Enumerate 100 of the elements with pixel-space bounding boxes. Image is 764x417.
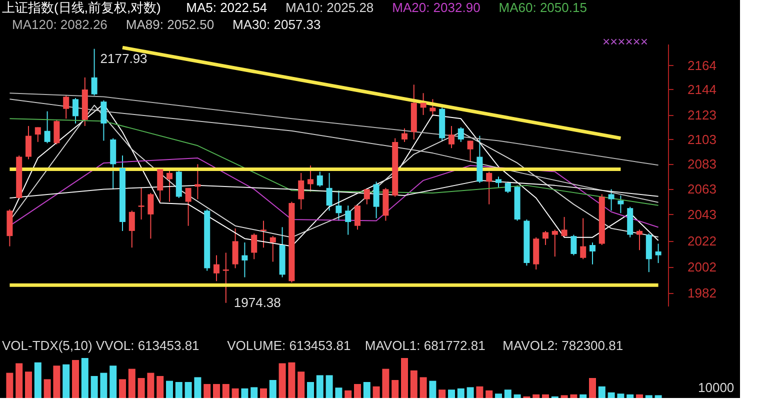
bar bbox=[542, 394, 549, 398]
bar bbox=[34, 362, 42, 398]
candlestick bbox=[486, 171, 492, 205]
candlestick bbox=[242, 242, 248, 278]
text: MAVOL2: 782300.81 bbox=[502, 338, 624, 353]
candlestick bbox=[552, 229, 558, 258]
bar bbox=[184, 382, 192, 398]
bar bbox=[16, 363, 23, 398]
bar bbox=[457, 388, 464, 398]
bar bbox=[147, 372, 154, 398]
candlestick bbox=[618, 194, 624, 214]
annotation: ×××××× bbox=[602, 34, 648, 49]
text: VOL-TDX(5,10) VVOL: 613453.81 bbox=[2, 338, 200, 353]
y-tick-label: 2144 bbox=[688, 82, 716, 97]
bar bbox=[250, 387, 258, 398]
bar bbox=[222, 384, 230, 398]
candlestick bbox=[44, 110, 50, 144]
bar bbox=[204, 384, 211, 398]
bar bbox=[645, 395, 652, 398]
bar bbox=[156, 376, 164, 398]
text: MA5: 2022.54 bbox=[186, 0, 268, 15]
bar bbox=[53, 366, 60, 398]
text: MA20: 2032.90 bbox=[392, 0, 480, 15]
bar bbox=[392, 380, 399, 398]
candlestick bbox=[570, 234, 577, 256]
bar bbox=[626, 394, 634, 398]
bar bbox=[241, 388, 248, 398]
candlestick bbox=[364, 188, 370, 205]
bar bbox=[278, 363, 286, 398]
bar bbox=[138, 378, 145, 398]
bar bbox=[25, 372, 32, 398]
bar bbox=[448, 390, 455, 398]
candlestick bbox=[157, 167, 164, 202]
y-tick-label: 2123 bbox=[688, 107, 716, 122]
chart-title: 上证指数(日线,前复权,对数) bbox=[2, 0, 161, 15]
candlestick bbox=[308, 164, 314, 192]
y-tick-label: 2043 bbox=[688, 206, 716, 222]
bar bbox=[110, 366, 117, 398]
bar bbox=[476, 386, 484, 398]
line-series bbox=[9, 180, 659, 198]
candlestick bbox=[326, 172, 332, 212]
bar bbox=[90, 376, 98, 398]
candlestick bbox=[590, 242, 596, 265]
candlestick bbox=[251, 233, 258, 260]
candlestick bbox=[100, 100, 107, 142]
bar bbox=[307, 382, 314, 398]
candlestick bbox=[336, 190, 342, 222]
text: MA10: 2025.28 bbox=[285, 0, 374, 15]
bar bbox=[429, 380, 436, 398]
bar bbox=[617, 394, 624, 398]
y-tick-label: 2103 bbox=[688, 132, 716, 147]
bar bbox=[81, 358, 88, 398]
bar bbox=[194, 377, 202, 398]
y-tick-label: 2002 bbox=[688, 259, 716, 274]
candlestick bbox=[232, 228, 238, 269]
bar bbox=[504, 390, 512, 398]
candlestick bbox=[420, 92, 426, 116]
bar bbox=[232, 388, 239, 398]
bar bbox=[466, 387, 474, 398]
bar bbox=[570, 394, 578, 398]
bar bbox=[560, 395, 568, 398]
y-tick-label: 2164 bbox=[688, 58, 716, 73]
candlestick bbox=[63, 95, 70, 120]
candlestick bbox=[26, 125, 32, 160]
bar bbox=[298, 372, 305, 398]
bar bbox=[72, 360, 79, 398]
bar bbox=[269, 380, 276, 398]
bar bbox=[598, 386, 606, 398]
bar bbox=[344, 390, 352, 398]
bar bbox=[486, 390, 493, 398]
y-tick-label: 1982 bbox=[688, 285, 716, 300]
bar bbox=[410, 370, 418, 398]
bar bbox=[354, 384, 361, 398]
annotation: 2177.93 bbox=[100, 50, 148, 66]
text: VOLUME: 613453.81 bbox=[227, 338, 351, 353]
bar bbox=[128, 368, 136, 398]
bar bbox=[260, 388, 267, 398]
bar bbox=[335, 388, 342, 398]
bar bbox=[608, 392, 615, 398]
candlestick bbox=[504, 181, 511, 194]
candlestick bbox=[561, 216, 568, 238]
bar bbox=[654, 395, 662, 398]
bar bbox=[532, 394, 540, 398]
candlestick bbox=[91, 48, 98, 96]
bar bbox=[175, 382, 182, 398]
candlestick bbox=[580, 218, 586, 260]
candlestick bbox=[636, 229, 642, 251]
bar bbox=[372, 386, 380, 398]
bar bbox=[438, 390, 446, 398]
candlestick bbox=[138, 187, 144, 220]
line-series bbox=[9, 92, 659, 166]
bar bbox=[495, 394, 502, 398]
candlestick bbox=[316, 171, 323, 188]
bar bbox=[363, 382, 370, 398]
candlestick bbox=[214, 254, 220, 282]
bar bbox=[119, 379, 126, 398]
candlestick bbox=[373, 181, 380, 219]
candlestick bbox=[194, 164, 201, 200]
candlestick bbox=[54, 119, 60, 145]
candlestick bbox=[166, 170, 172, 202]
